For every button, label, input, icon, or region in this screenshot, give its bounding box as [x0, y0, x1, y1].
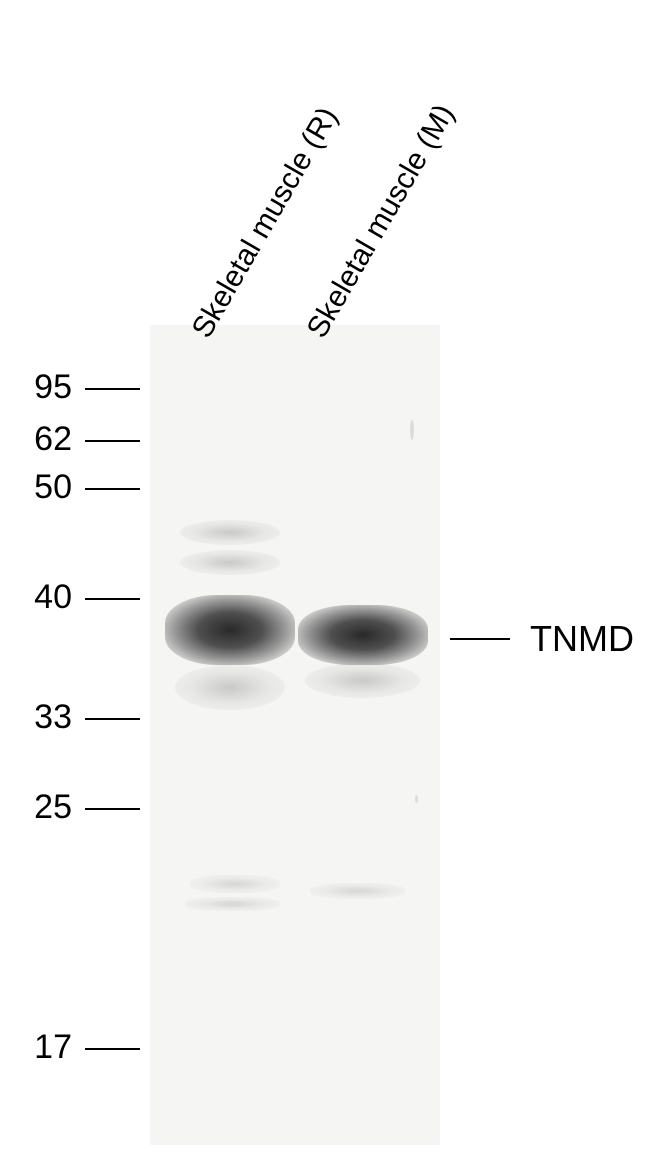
marker-50: 50 — [22, 468, 72, 507]
marker-40: 40 — [22, 578, 72, 617]
smear-lane1-above2 — [180, 550, 280, 575]
band-lane1 — [165, 595, 295, 665]
target-tick — [450, 638, 510, 640]
smear-lane1-above1 — [180, 520, 280, 545]
marker-tick-33 — [85, 718, 140, 720]
marker-95: 95 — [22, 368, 72, 407]
faint-band-1 — [190, 875, 280, 893]
blot-membrane — [150, 325, 440, 1145]
marker-tick-40 — [85, 598, 140, 600]
faint-band-2 — [310, 883, 405, 899]
noise — [410, 420, 414, 440]
marker-17: 17 — [22, 1028, 72, 1067]
smear-lane1-below — [175, 665, 285, 710]
western-blot-figure: Skeletal muscle (R) Skeletal muscle (M) … — [0, 0, 650, 1170]
faint-band-3 — [185, 897, 280, 911]
marker-tick-17 — [85, 1048, 140, 1050]
marker-25: 25 — [22, 788, 72, 827]
noise — [415, 795, 418, 803]
smear-lane2-below — [305, 663, 420, 698]
marker-tick-95 — [85, 388, 140, 390]
marker-tick-25 — [85, 808, 140, 810]
marker-tick-62 — [85, 440, 140, 442]
target-label: TNMD — [530, 618, 634, 660]
band-lane2 — [298, 605, 428, 665]
marker-62: 62 — [22, 420, 72, 459]
marker-tick-50 — [85, 488, 140, 490]
marker-33: 33 — [22, 698, 72, 737]
